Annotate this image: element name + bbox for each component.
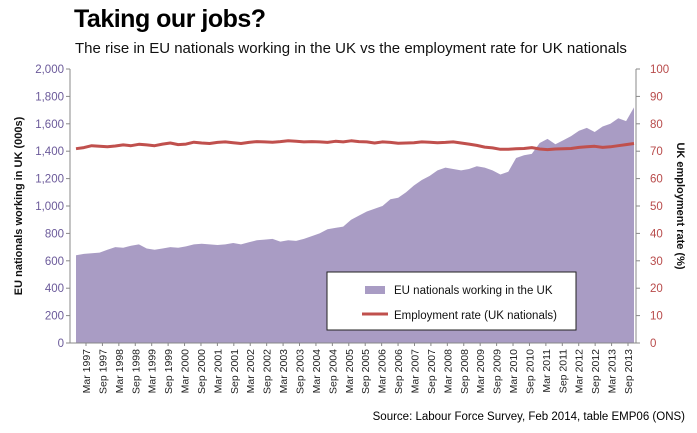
x-tick-label: Mar 2006 <box>377 349 389 394</box>
legend-box <box>326 271 577 331</box>
right-tick-label: 90 <box>650 91 663 103</box>
x-tick-label: Sep 2001 <box>229 349 241 394</box>
x-tick-label: Mar 2001 <box>212 349 224 394</box>
left-axis-title: EU nationals working in UK (000s) <box>13 116 25 295</box>
x-tick-label: Mar 2013 <box>607 349 619 394</box>
x-tick-label: Mar 2002 <box>245 349 257 394</box>
left-tick-label: 600 <box>45 256 64 268</box>
legend-swatch-area <box>365 286 385 294</box>
right-tick-label: 20 <box>650 283 663 295</box>
x-tick-label: Mar 2004 <box>311 349 323 394</box>
x-tick-label: Sep 1999 <box>163 349 175 394</box>
x-axis-ticks: Mar 1997 Sep 1997 Mar 1998 Sep 1998 Mar 1999… <box>81 343 635 394</box>
x-tick-label: Sep 2004 <box>327 349 339 394</box>
left-tick-label: 0 <box>58 338 64 350</box>
left-tick-label: 1,000 <box>35 201 64 213</box>
x-tick-label: Sep 2012 <box>590 349 602 394</box>
line-series-employment-rate <box>75 139 635 152</box>
right-axis-title: UK employment rate (%) <box>674 142 686 269</box>
legend: EU nationals working in the UK Employmen… <box>326 271 577 331</box>
x-tick-label: Sep 2010 <box>524 349 536 394</box>
x-tick-label: Mar 2012 <box>574 349 586 394</box>
x-tick-label: Mar 1997 <box>81 349 93 394</box>
right-tick-label: 70 <box>650 146 663 158</box>
legend-label-line: Employment rate (UK nationals) <box>394 310 557 322</box>
left-tick-label: 1,200 <box>35 174 64 186</box>
x-tick-label: Mar 2010 <box>508 349 520 394</box>
x-tick-label: Sep 2006 <box>393 349 405 394</box>
x-tick-label: Mar 2009 <box>475 349 487 394</box>
left-tick-label: 1,600 <box>35 119 64 131</box>
x-tick-label: Mar 2005 <box>344 349 356 394</box>
chart-subtitle: The rise in EU nationals working in the … <box>75 40 627 57</box>
chart-title: Taking our jobs? <box>74 5 266 33</box>
legend-label-area: EU nationals working in the UK <box>394 285 553 297</box>
right-tick-label: 30 <box>650 256 663 268</box>
left-tick-label: 1,400 <box>35 146 64 158</box>
x-tick-label: Sep 2011 <box>557 349 569 393</box>
x-tick-label: Sep 1998 <box>130 349 142 394</box>
x-tick-label: Sep 2003 <box>295 349 307 394</box>
x-tick-label: Sep 2005 <box>360 349 372 394</box>
right-axis-ticks: 0 10 20 30 40 50 60 70 80 90 100 <box>636 64 669 350</box>
left-tick-label: 400 <box>45 283 64 295</box>
x-tick-label: Sep 2013 <box>623 349 635 394</box>
right-tick-label: 60 <box>650 174 663 186</box>
x-tick-label: Sep 1997 <box>97 349 109 394</box>
left-tick-label: 800 <box>45 228 64 240</box>
right-tick-label: 10 <box>650 311 663 323</box>
line-layer <box>75 139 635 152</box>
right-tick-label: 80 <box>650 119 663 131</box>
left-tick-label: 1,800 <box>35 91 64 103</box>
x-tick-label: Mar 1999 <box>147 349 159 394</box>
x-tick-label: Mar 2000 <box>180 349 192 394</box>
x-tick-label: Mar 2011 <box>541 349 553 393</box>
x-tick-label: Mar 1998 <box>114 349 126 394</box>
right-tick-label: 40 <box>650 228 663 240</box>
x-tick-label: Sep 2009 <box>492 349 504 394</box>
x-tick-label: Mar 2003 <box>278 349 290 394</box>
left-axis-ticks: 0 200 400 600 800 1,000 1,200 1,400 1,600 1,800 2,… <box>35 64 70 350</box>
right-tick-label: 100 <box>650 64 669 76</box>
x-tick-label: Sep 2008 <box>459 349 471 394</box>
left-tick-label: 2,000 <box>35 64 64 76</box>
x-tick-label: Sep 2000 <box>196 349 208 394</box>
right-tick-label: 50 <box>650 201 663 213</box>
right-tick-label: 0 <box>650 338 656 350</box>
left-tick-label: 200 <box>45 311 64 323</box>
x-tick-label: Sep 2002 <box>262 349 274 394</box>
x-tick-label: Mar 2007 <box>409 349 421 394</box>
x-tick-label: Sep 2007 <box>426 349 438 394</box>
x-tick-label: Mar 2008 <box>442 349 454 394</box>
source-note: Source: Labour Force Survey, Feb 2014, t… <box>372 411 685 423</box>
